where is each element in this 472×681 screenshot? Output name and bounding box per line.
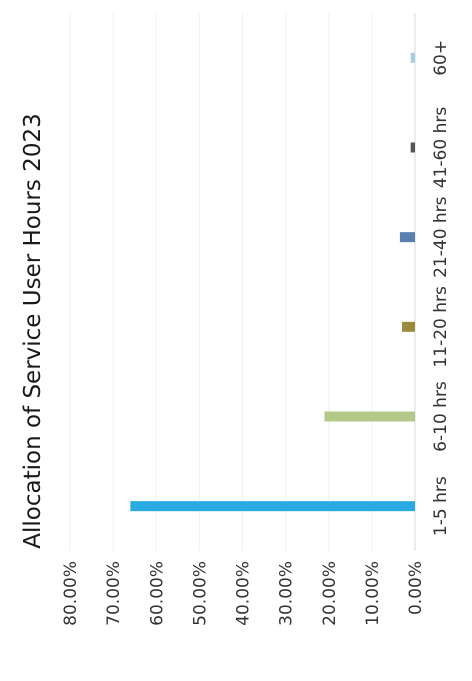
- bar: [130, 501, 415, 512]
- y-tick-label: 80.00%: [61, 561, 81, 626]
- chart-rotated-group: Allocation of Service User Hours 2023 0.0…: [20, 13, 451, 626]
- x-tick-label: 11-20 hrs: [431, 286, 451, 368]
- x-tick-label: 21-40 hrs: [431, 196, 451, 278]
- y-tick-label: 10.00%: [363, 561, 383, 626]
- y-tick-label: 30.00%: [277, 561, 297, 626]
- y-tick-label: 60.00%: [147, 561, 167, 626]
- bar: [410, 52, 415, 63]
- y-tick-label: 20.00%: [320, 561, 340, 626]
- chart-title: Allocation of Service User Hours 2023: [20, 113, 46, 548]
- bar: [410, 142, 415, 153]
- bar: [324, 411, 415, 422]
- y-tick-label: 0.00%: [406, 561, 426, 615]
- x-tick-label: 60+: [431, 40, 451, 76]
- bar: [402, 321, 415, 332]
- y-tick-label: 70.00%: [104, 561, 124, 626]
- x-tick-label: 6-10 hrs: [431, 381, 451, 452]
- x-tick-label: 41-60 hrs: [431, 107, 451, 189]
- y-tick-label: 40.00%: [234, 561, 254, 626]
- x-tick-label: 1-5 hrs: [431, 476, 451, 536]
- bar: [399, 232, 415, 243]
- y-tick-label: 50.00%: [190, 561, 210, 626]
